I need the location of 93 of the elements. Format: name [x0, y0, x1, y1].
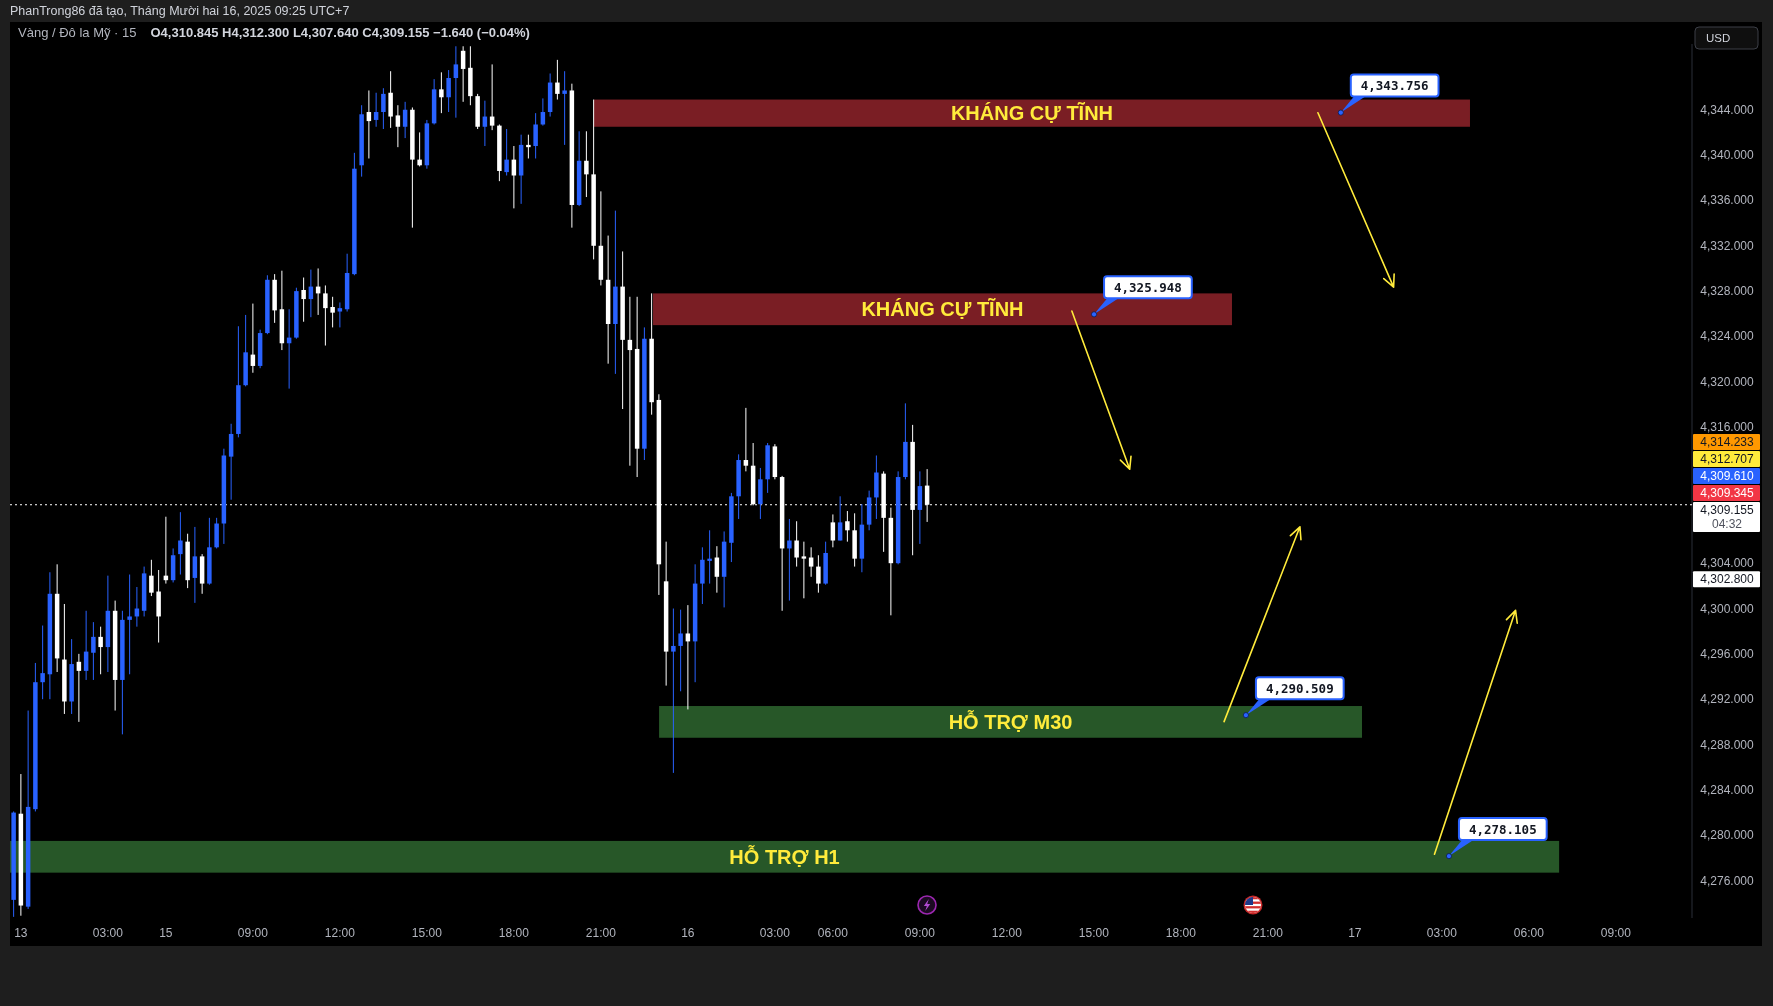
y-tick-label: 4,292.000 [1700, 692, 1755, 707]
candlestick [917, 470, 923, 545]
text: 4,309.345 [1700, 486, 1755, 501]
band-label: HỖ TRỢ M30 [948, 709, 1073, 733]
text: PhanTrong86 đã tạo, Tháng Mười hai 16, 2025 09:25 UTC+7 [10, 4, 350, 18]
y-tick-label: 4,324.000 [1700, 329, 1755, 344]
ref-line-label: 4,309.155 04:32 [1700, 503, 1755, 532]
candlestick [178, 511, 183, 576]
x-tick-label: 09:00 [904, 926, 936, 940]
text: 4,302.800 [1700, 572, 1755, 587]
y-tick-label: 4,280.000 [1700, 828, 1755, 843]
candlestick [801, 541, 807, 599]
x-tick-label: 15:00 [1078, 926, 1110, 940]
y-tick-label: 4,296.000 [1700, 646, 1755, 661]
y-tick-label: 4,304.000 [1700, 556, 1755, 571]
candlestick [323, 284, 328, 347]
candlestick [439, 71, 444, 114]
x-tick-label: 21:00 [1252, 926, 1284, 940]
candlestick [337, 301, 343, 328]
annotation: 4,343.756 [1360, 78, 1429, 94]
y-tick-label: 4,344.000 [1700, 102, 1755, 117]
y-tick-label: 4,340.000 [1700, 148, 1755, 163]
candlestick [743, 407, 749, 472]
candlestick [794, 520, 799, 568]
band-label: HỖ TRỢ H1 [729, 844, 840, 868]
text: 4,312.707 [1700, 452, 1755, 467]
candlestick [98, 626, 103, 675]
y-tick-label: 4,300.000 [1700, 601, 1755, 616]
x-tick-label: 13 [14, 926, 28, 940]
x-tick-label: 03:00 [1426, 926, 1458, 940]
candlestick [453, 45, 459, 119]
y-tick-label: 4,332.000 [1700, 238, 1755, 253]
band-label: KHÁNG CỰ TĨNH [950, 102, 1114, 125]
candlestick [330, 296, 335, 328]
x-tick-label: 17 [1348, 926, 1362, 940]
candlestick [214, 517, 219, 549]
x-tick-label: 18:00 [498, 926, 530, 940]
candlestick [91, 621, 96, 681]
candlestick [584, 130, 589, 198]
x-tick-label: 18:00 [1165, 926, 1197, 940]
y-tick-label: 4,288.000 [1700, 737, 1755, 752]
x-tick-label: 16 [681, 926, 695, 940]
x-tick-label: 09:00 [1600, 926, 1632, 940]
candlestick [533, 112, 538, 159]
candlestick [787, 518, 792, 602]
candlestick [127, 574, 132, 675]
x-tick-label: 06:00 [1513, 926, 1545, 940]
candlestick [816, 554, 821, 594]
candlestick [149, 559, 154, 597]
annotation: 4,325.948 [1114, 279, 1182, 295]
candlestick [395, 104, 401, 148]
y-tick-label: 4,284.000 [1700, 782, 1755, 797]
x-tick-label: 12:00 [324, 926, 356, 940]
x-tick-label: 15:00 [411, 926, 443, 940]
y-tick-label: 4,320.000 [1700, 374, 1755, 389]
candlestick [381, 87, 386, 130]
candlestick [837, 495, 843, 542]
annotation: 4,278.105 [1468, 821, 1537, 837]
x-tick-label: 06:00 [817, 926, 849, 940]
candlestick [526, 134, 531, 159]
candlestick [671, 608, 676, 774]
chart-title: Vàng / Đô la Mỹ · 15 [18, 25, 137, 40]
x-tick-label: 15 [159, 926, 173, 940]
x-tick-label: 12:00 [991, 926, 1023, 940]
y-tick-label: 4,336.000 [1700, 193, 1755, 208]
x-tick-label: 09:00 [237, 926, 269, 940]
y-tick-label: 4,276.000 [1700, 873, 1755, 888]
text: 4,314.233 [1700, 435, 1755, 450]
candlestick [388, 70, 393, 129]
candlestick [446, 69, 451, 113]
y-tick-label: 4,328.000 [1700, 284, 1755, 299]
candlestick [504, 128, 509, 176]
candlestick [700, 546, 705, 605]
candlestick [192, 526, 198, 604]
annotation: 4,290.509 [1265, 680, 1334, 696]
x-tick-label: 21:00 [585, 926, 617, 940]
chart-subtitle: O4,310.845 H4,312.300 L4,307.640 C4,309.155 −1.640 (−0.04%) [150, 25, 530, 40]
band-label: KHÁNG CỰ TĨNH [861, 298, 1024, 321]
candlestick [707, 529, 712, 585]
text: 4,309.610 [1700, 469, 1755, 484]
candlestick [555, 59, 560, 101]
candlestick [40, 625, 45, 700]
candlestick [830, 513, 836, 548]
candlestick [845, 510, 850, 543]
y-tick-label: 4,316.000 [1700, 420, 1755, 435]
y-axis-title: USD [1706, 32, 1731, 44]
candlestick [678, 609, 683, 692]
candlestick [228, 423, 234, 501]
x-tick-label: 03:00 [759, 926, 791, 940]
candlestick [301, 277, 306, 323]
x-tick-label: 03:00 [92, 926, 124, 940]
candlestick [562, 70, 567, 146]
candlestick [417, 131, 422, 167]
